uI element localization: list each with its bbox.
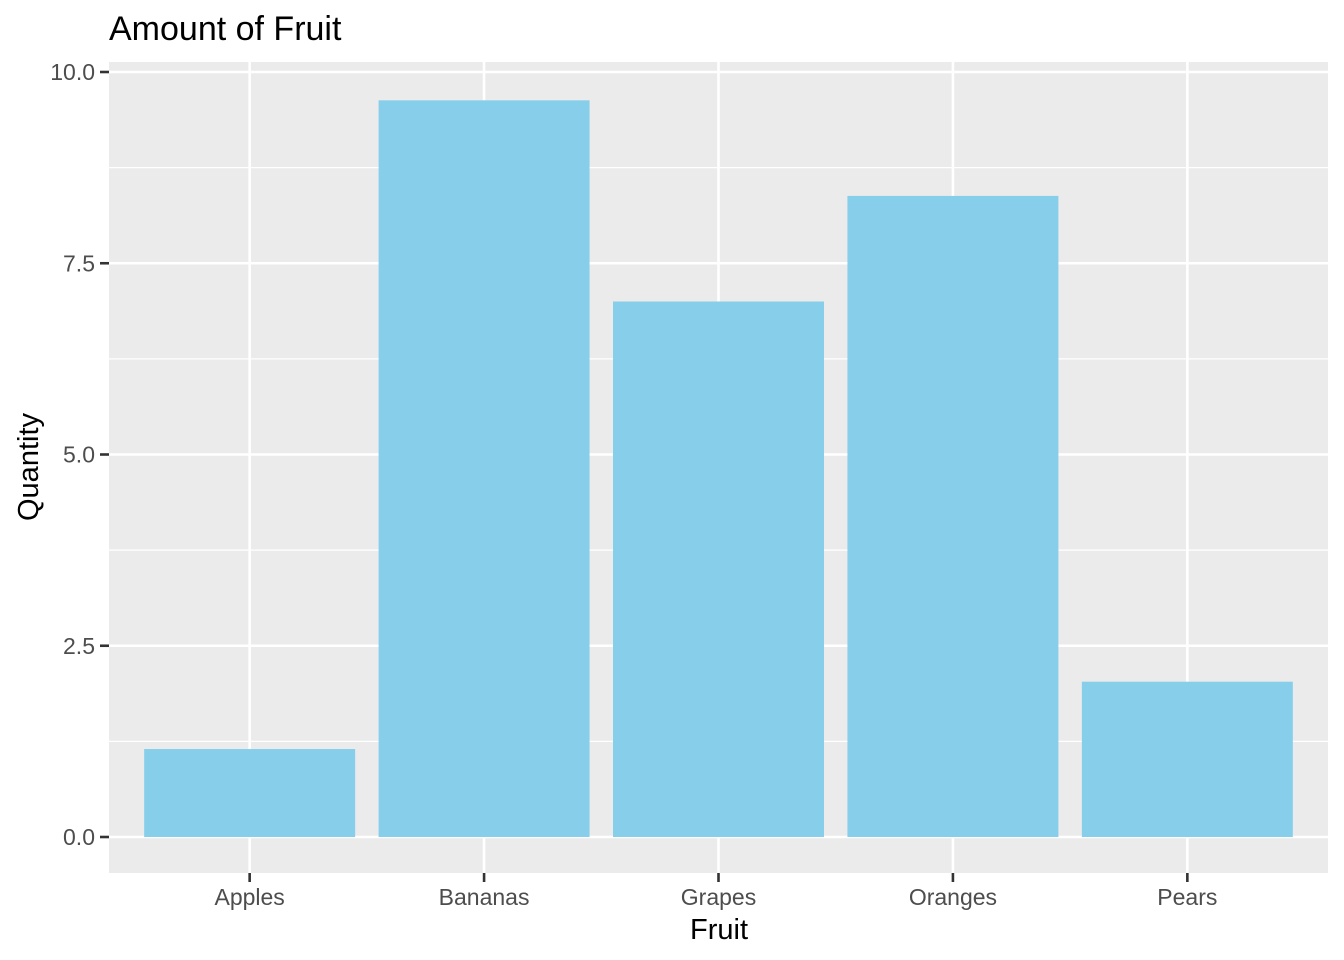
x-tick-label: Apples: [214, 884, 284, 910]
y-axis-title: Quantity: [13, 413, 45, 521]
x-tick-label: Pears: [1157, 884, 1217, 910]
y-tick-label: 5.0: [63, 442, 95, 468]
bar-bananas: [378, 100, 590, 838]
x-tick-label: Bananas: [439, 884, 530, 910]
x-axis-title: Fruit: [690, 914, 748, 946]
y-tick-label: 10.0: [50, 59, 95, 85]
bars: [144, 100, 1293, 838]
x-tick-label: Grapes: [681, 884, 756, 910]
y-tick-label: 0.0: [63, 824, 95, 850]
y-tick-label: 2.5: [63, 633, 95, 659]
bar-pears: [1081, 681, 1293, 837]
chart-title: Amount of Fruit: [109, 10, 342, 48]
bar-grapes: [613, 301, 824, 837]
y-axis: 0.0 2.5 5.0 7.5 10.0: [50, 59, 109, 850]
bar-oranges: [847, 195, 1059, 837]
y-tick-label: 7.5: [63, 250, 95, 276]
bar-apples: [144, 749, 356, 837]
x-axis: Apples Bananas Grapes Oranges Pears: [214, 873, 1217, 910]
x-tick-label: Oranges: [909, 884, 997, 910]
